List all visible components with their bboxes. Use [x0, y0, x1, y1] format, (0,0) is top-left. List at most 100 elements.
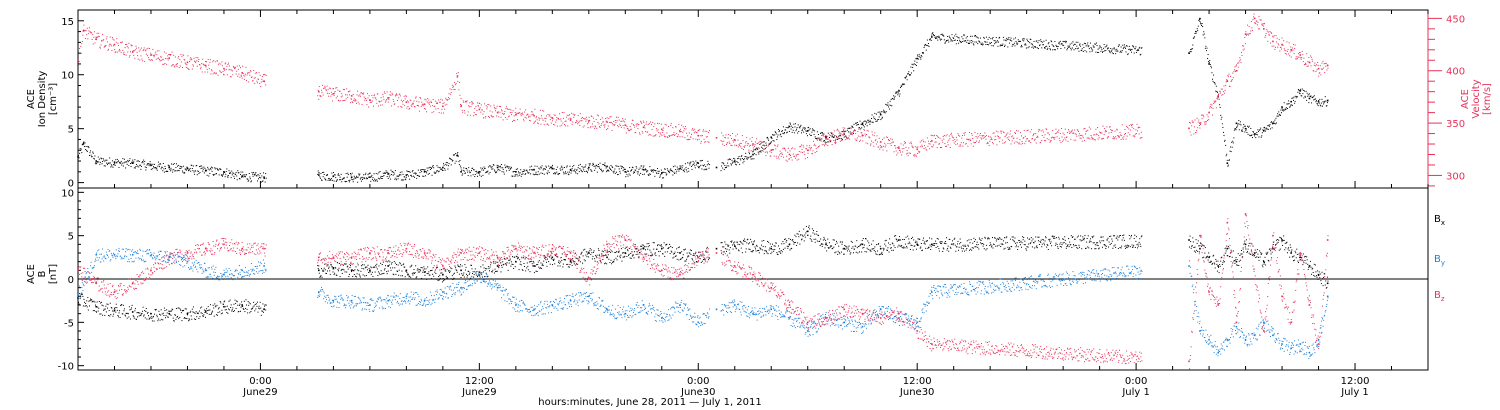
velocity-series-dot: [693, 129, 695, 131]
ion-density-series-dot: [480, 175, 482, 177]
velocity-series-dot: [959, 135, 961, 137]
velocity-series-dot: [788, 158, 790, 160]
bx-series-dot: [331, 266, 333, 268]
velocity-series-dot: [503, 113, 505, 115]
velocity-series-dot: [372, 97, 374, 99]
ion-density-series-dot: [973, 44, 975, 46]
velocity-series-dot: [809, 149, 811, 151]
ion-density-series-dot: [1104, 46, 1106, 48]
velocity-series-dot: [1317, 61, 1319, 63]
ion-density-series-dot: [649, 173, 651, 175]
ion-density-series-dot: [1053, 46, 1055, 48]
bx-series-dot: [359, 276, 361, 278]
velocity-series-point: [733, 139, 736, 141]
ion-density-series-dot: [949, 38, 951, 40]
bx-series-dot: [217, 314, 219, 316]
velocity-series: [77, 13, 1329, 162]
ion-density-series-dot: [884, 112, 886, 114]
ion-density-series-dot: [344, 180, 346, 182]
ion-density-series-dot: [635, 166, 637, 168]
velocity-series-dot: [484, 117, 486, 119]
ion-density-series-dot: [599, 167, 601, 169]
bx-series-dot: [225, 309, 227, 311]
velocity-series-dot: [1279, 50, 1281, 52]
velocity-series-dot: [493, 104, 495, 106]
velocity-series-dot: [136, 51, 138, 53]
ion-density-series-dot: [264, 181, 266, 183]
velocity-series-dot: [134, 49, 136, 51]
ion-density-series-dot: [434, 172, 436, 174]
velocity-series-dot: [804, 154, 806, 156]
velocity-series-dot: [1025, 138, 1027, 140]
velocity-series-dot: [388, 99, 390, 101]
ion-density-series-dot: [1134, 48, 1136, 50]
ion-density-series-dot: [484, 167, 486, 169]
ion-density-series-dot: [625, 171, 627, 173]
ion-density-series-dot: [477, 171, 479, 173]
ion-density-series-dot: [685, 166, 687, 168]
velocity-series-dot: [1092, 137, 1094, 139]
velocity-series-dot: [585, 120, 587, 122]
ion-density-series-dot: [553, 168, 555, 170]
velocity-series-dot: [238, 73, 240, 75]
ion-density-series-dot: [1018, 40, 1020, 42]
velocity-series-dot: [492, 116, 494, 118]
velocity-series-dot: [117, 45, 119, 47]
velocity-series-dot: [534, 120, 536, 122]
ion-density-series-dot: [1007, 46, 1009, 48]
velocity-series-dot: [1041, 135, 1043, 137]
velocity-series-dot: [601, 117, 603, 119]
velocity-series-dot: [839, 140, 841, 142]
bx-series-dot: [210, 313, 212, 315]
velocity-series-dot: [1288, 53, 1290, 55]
ion-density-series-dot: [318, 172, 320, 174]
ion-density-series-dot: [544, 168, 546, 170]
bx-series-dot: [131, 307, 133, 309]
velocity-series-dot: [588, 116, 590, 118]
velocity-series-dot: [1079, 133, 1081, 135]
ion-density-series-dot: [1195, 32, 1197, 34]
ion-density-series-dot: [920, 58, 922, 60]
bx-series-dot: [175, 318, 177, 320]
velocity-series-dot: [452, 86, 454, 88]
velocity-series-dot: [527, 116, 529, 118]
velocity-series-dot: [671, 134, 673, 136]
ion-density-series-dot: [928, 45, 930, 47]
ion-density-series-dot: [574, 168, 576, 170]
velocity-series-dot: [192, 65, 194, 67]
ion-density-series-dot: [542, 169, 544, 171]
ion-density-series-dot: [1270, 128, 1272, 130]
velocity-series-dot: [1315, 70, 1317, 72]
velocity-series-dot: [1014, 133, 1016, 135]
ion-density-series-dot: [422, 175, 424, 177]
bx-series-dot: [410, 265, 412, 267]
bx-series-dot: [211, 311, 213, 313]
velocity-series-dot: [525, 117, 527, 119]
velocity-series-dot: [262, 80, 264, 82]
ion-density-series-dot: [935, 36, 937, 38]
ion-density-series-dot: [815, 137, 817, 139]
velocity-series-dot: [127, 47, 129, 49]
ion-density-series-dot: [90, 154, 92, 156]
ion-density-series-dot: [85, 145, 87, 147]
ion-density-series-dot: [1264, 128, 1266, 130]
bx-series-dot: [192, 311, 194, 313]
ion-density-series-dot: [1039, 45, 1041, 47]
ion-density-series-dot: [1207, 58, 1209, 60]
velocity-series-dot: [943, 134, 945, 136]
velocity-series-dot: [858, 128, 860, 130]
ion-density-series-dot: [327, 179, 329, 181]
ion-density-series-dot: [748, 151, 750, 153]
velocity-series-dot: [1194, 119, 1196, 121]
ion-density-series-dot: [500, 167, 502, 169]
ion-density-series-dot: [376, 180, 378, 182]
ion-density-series-dot: [1128, 48, 1130, 50]
ion-density-series-dot: [894, 95, 896, 97]
top-plot-frame: [77, 9, 1429, 189]
velocity-series-dot: [757, 143, 759, 145]
ion-density-series-dot: [1320, 102, 1322, 104]
ion-density-series-dot: [374, 178, 376, 180]
ion-density-series-dot: [930, 40, 932, 42]
ion-density-series-dot: [572, 166, 574, 168]
ion-density-series-dot: [569, 165, 571, 167]
